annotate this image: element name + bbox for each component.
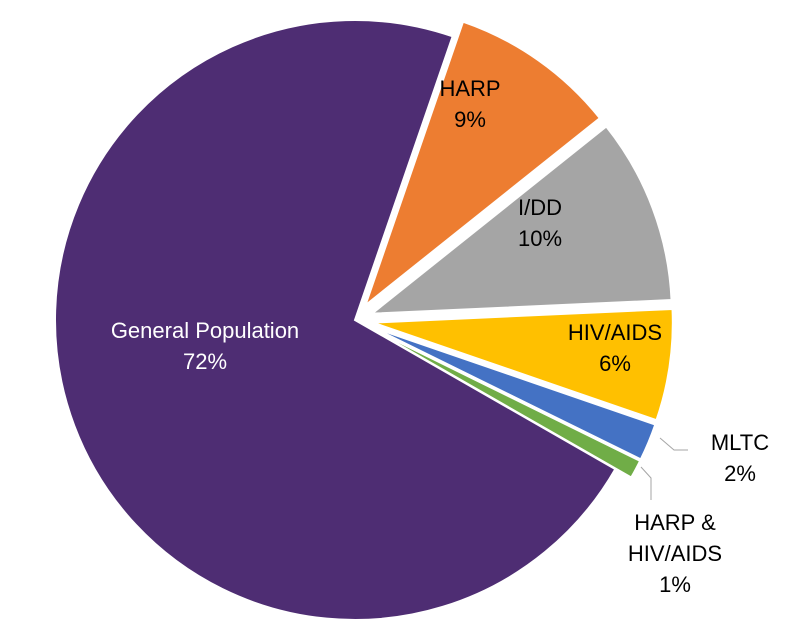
category-label: HARP & xyxy=(634,510,716,535)
pie-slices xyxy=(54,19,674,621)
percent-label: 2% xyxy=(724,461,756,486)
slice-harp-hiv-aids xyxy=(370,327,642,479)
leader-line-mltc xyxy=(659,437,688,451)
percent-label: 1% xyxy=(659,572,691,597)
slice-labels: HARP 9% I/DD 10% HIV/AIDS 6% MLTC 2% HARP & HIV/A… xyxy=(111,76,769,597)
leader-lines xyxy=(640,437,688,500)
leader-line-harp-hiv-aids xyxy=(640,466,652,500)
label-general-population: General Population 72% xyxy=(111,318,299,374)
slice-general-population xyxy=(54,19,617,621)
category-label: HIV/AIDS xyxy=(628,541,722,566)
label-i-dd: I/DD 10% xyxy=(518,195,562,251)
category-label: HARP xyxy=(439,76,500,101)
percent-label: 72% xyxy=(183,349,227,374)
slice-mltc xyxy=(371,325,657,461)
label-harp: HARP 9% xyxy=(439,76,500,132)
percent-label: 9% xyxy=(454,107,486,132)
category-label: MLTC xyxy=(711,430,769,455)
slice-harp xyxy=(363,20,602,309)
label-mltc: MLTC 2% xyxy=(711,430,769,486)
slice-i-dd xyxy=(368,125,673,315)
category-label: HIV/AIDS xyxy=(568,320,662,345)
label-harp-hiv-aids: HARP & HIV/AIDS 1% xyxy=(628,510,722,597)
category-label: I/DD xyxy=(518,195,562,220)
slice-hiv-aids xyxy=(372,307,674,422)
percent-label: 6% xyxy=(599,351,631,376)
category-label: General Population xyxy=(111,318,299,343)
percent-label: 10% xyxy=(518,226,562,251)
label-hiv-aids: HIV/AIDS 6% xyxy=(568,320,662,376)
